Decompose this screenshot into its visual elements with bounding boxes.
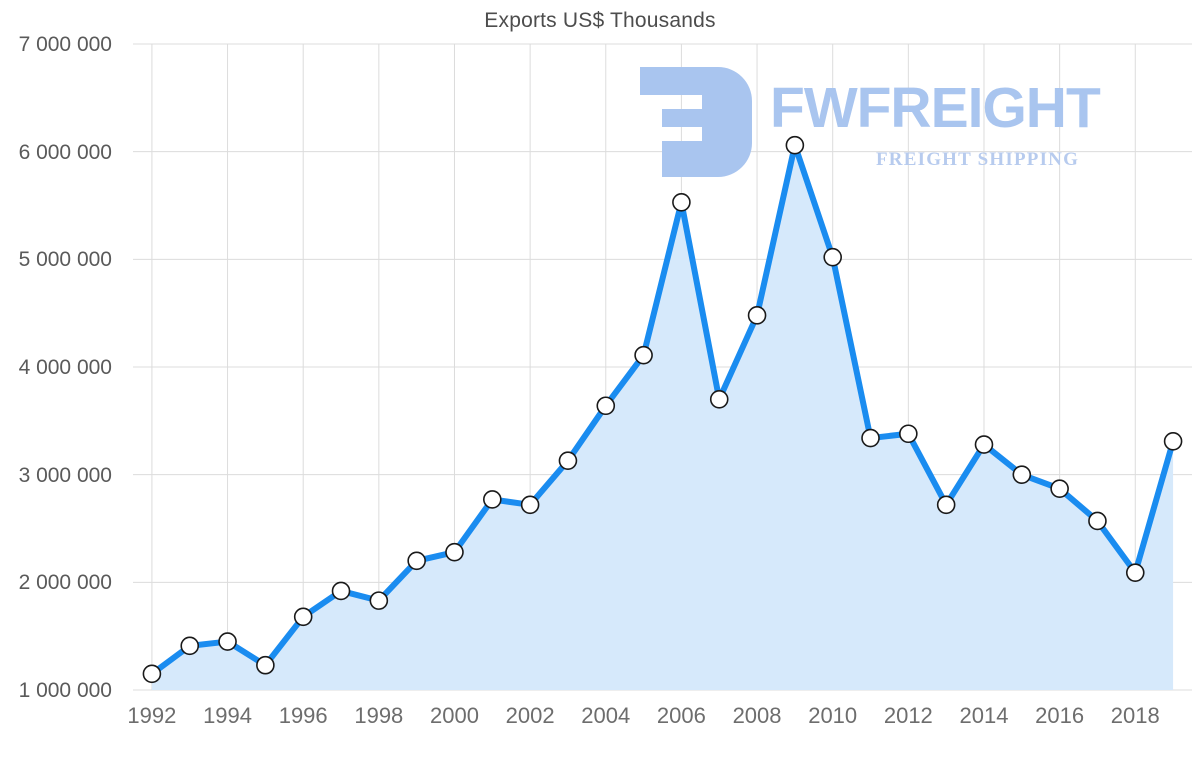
data-point-marker[interactable] — [785, 135, 805, 155]
x-tick-label: 2012 — [883, 703, 933, 728]
data-point-marker[interactable] — [1050, 479, 1069, 498]
series-area-fill — [151, 145, 1174, 690]
data-point-marker[interactable] — [974, 435, 994, 454]
series-line — [148, 142, 1177, 677]
y-tick-label: 6 000 000 — [18, 140, 112, 164]
data-point-marker[interactable] — [1012, 465, 1032, 484]
x-tick-label: 1998 — [354, 703, 404, 728]
x-tick-label: 2014 — [959, 703, 1009, 728]
data-point-marker[interactable] — [1088, 511, 1107, 531]
data-point-marker[interactable] — [142, 664, 162, 684]
data-point-marker[interactable] — [520, 495, 540, 515]
x-tick-label: 2016 — [1035, 703, 1085, 728]
y-tick-label: 5 000 000 — [18, 248, 112, 272]
x-tick-label: 1994 — [203, 703, 253, 728]
data-point-marker[interactable] — [331, 581, 351, 601]
data-point-marker[interactable] — [596, 396, 616, 416]
data-point-marker[interactable] — [369, 591, 389, 610]
data-point-marker[interactable] — [861, 428, 880, 448]
data-point-marker[interactable] — [747, 306, 767, 325]
data-point-marker[interactable] — [218, 632, 237, 651]
x-tick-label: 2008 — [732, 703, 782, 728]
x-tick-label: 2004 — [581, 703, 631, 728]
y-tick-label: 7 000 000 — [18, 33, 112, 56]
data-point-marker[interactable] — [558, 451, 578, 470]
data-point-marker[interactable] — [899, 424, 918, 444]
data-point-marker[interactable] — [256, 655, 275, 675]
x-tick-label: 1992 — [127, 703, 177, 728]
y-tick-label: 4 000 000 — [18, 356, 112, 379]
x-tick-label: 2018 — [1110, 703, 1160, 728]
data-point-marker[interactable] — [1163, 431, 1183, 451]
data-point-marker[interactable] — [1125, 563, 1145, 582]
data-point-marker[interactable] — [483, 490, 502, 509]
data-point-marker[interactable] — [936, 495, 956, 515]
x-tick-label: 2010 — [808, 703, 858, 728]
x-tick-label: 2006 — [656, 703, 706, 728]
y-tick-label: 2 000 000 — [18, 571, 112, 595]
y-tick-label: 1 000 000 — [18, 679, 112, 702]
data-point-marker[interactable] — [823, 247, 842, 267]
data-point-marker[interactable] — [672, 192, 691, 212]
x-tick-label: 1996 — [278, 703, 328, 728]
y-tick-label: 3 000 000 — [18, 463, 112, 487]
data-point-marker[interactable] — [709, 389, 729, 409]
chart-title: Exports US$ Thousands — [484, 9, 716, 32]
data-point-marker[interactable] — [445, 542, 464, 562]
data-point-marker[interactable] — [634, 345, 653, 365]
data-point-marker[interactable] — [293, 607, 313, 627]
data-point-marker[interactable] — [180, 636, 200, 656]
x-tick-label: 2002 — [505, 703, 555, 728]
data-point-marker[interactable] — [407, 551, 426, 571]
x-tick-label: 2000 — [429, 703, 479, 728]
